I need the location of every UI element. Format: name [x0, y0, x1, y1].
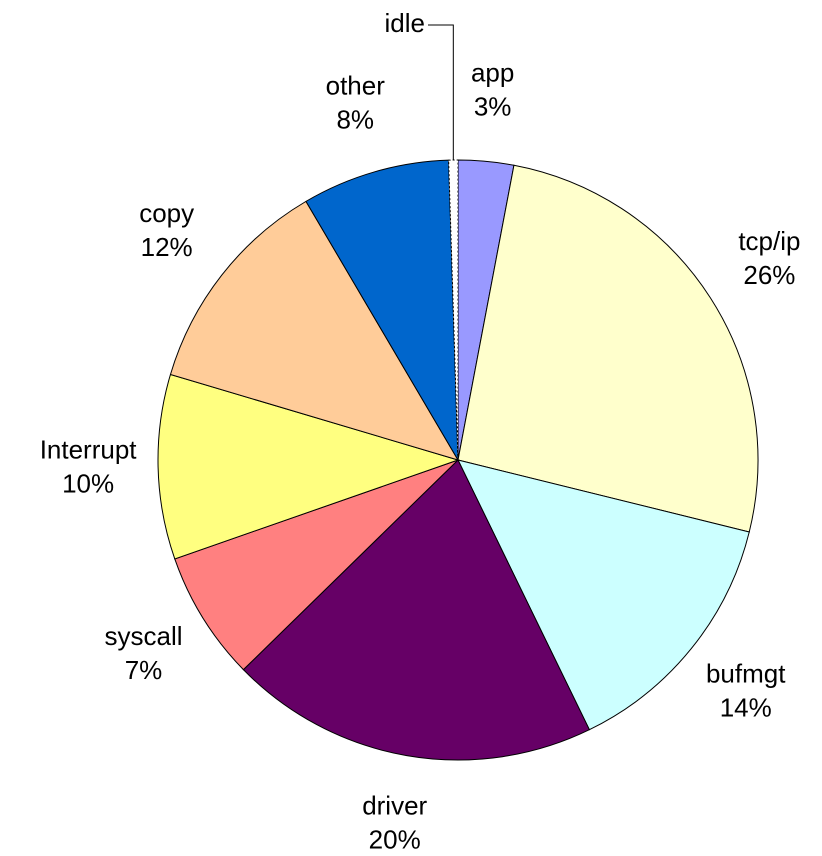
pie-slice — [457, 459, 750, 731]
slice-value-label: 14% — [720, 692, 772, 722]
slice-value-label: 10% — [62, 469, 114, 499]
slice-value-label: 20% — [369, 824, 421, 854]
pie-slice — [457, 164, 759, 533]
pie-slice — [157, 373, 460, 560]
slice-label: Interrupt — [40, 435, 138, 465]
leader-line — [428, 24, 454, 161]
pie-slice — [169, 200, 460, 461]
slice-label: driver — [362, 790, 427, 820]
slice-label: copy — [139, 198, 194, 228]
slice-value-label: 26% — [743, 260, 795, 290]
pie-slice — [305, 159, 459, 461]
slice-label: idle — [385, 8, 425, 38]
slice-label: tcp/ip — [738, 226, 800, 256]
slice-label: syscall — [105, 621, 183, 651]
slice-label: bufmgt — [706, 658, 786, 688]
slice-value-label: 12% — [141, 232, 193, 262]
slice-value-label: 7% — [125, 655, 163, 685]
slice-label: other — [326, 70, 386, 100]
pie-slice — [174, 459, 459, 671]
slice-label: app — [471, 58, 514, 88]
pie-slice — [448, 159, 459, 461]
slice-value-label: 3% — [474, 92, 512, 122]
slice-value-label: 8% — [336, 104, 374, 134]
pie-slice — [242, 459, 591, 761]
